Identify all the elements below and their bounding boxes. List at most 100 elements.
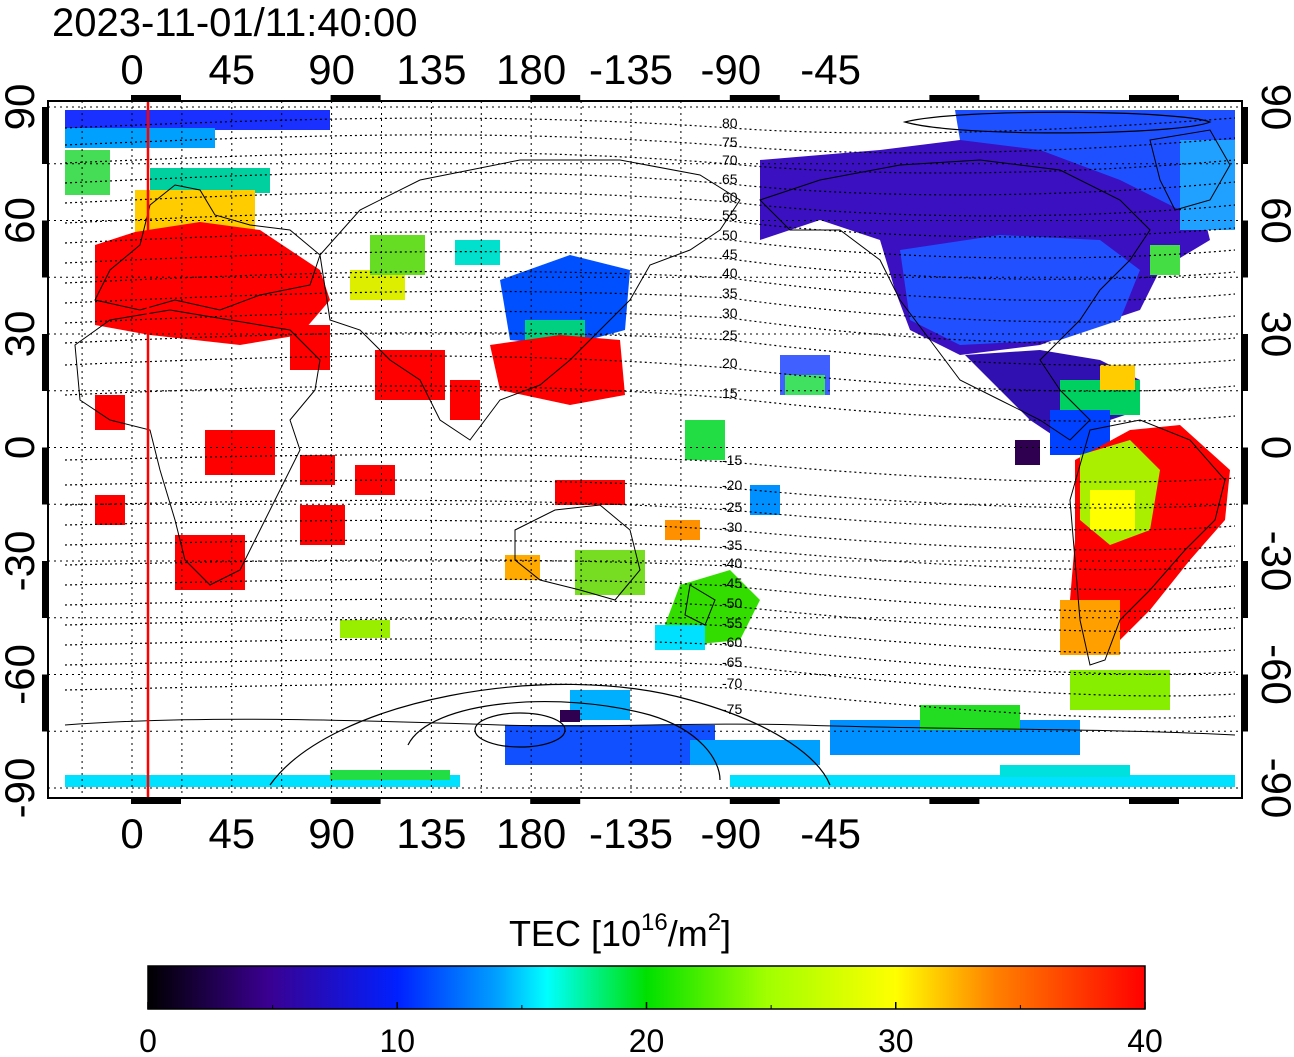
frame-tick-bottom [530,798,581,804]
bottom-lon-label: 90 [308,810,355,857]
left-lat-label: 30 [0,311,43,358]
contour-label: -50 [722,595,742,611]
frame-tick-right [1242,447,1248,505]
colorbar-title-exponent: 16 [641,909,668,936]
coast-europe [94,184,321,311]
contour-label: -20 [722,477,742,493]
tec-patch [150,168,270,193]
contour-label: 55 [722,207,738,223]
left-lat-label: 0 [0,436,43,459]
left-lat-label: 90 [0,84,43,131]
bottom-lon-label: 135 [396,810,466,857]
frame-tick-bottom [330,798,381,804]
tec-patch [785,375,825,395]
colorbar-title-main: TEC [10 [509,913,641,954]
bottom-lon-label: -45 [800,810,861,857]
frame-tick-top [729,95,780,101]
tec-patch [730,775,1235,787]
frame-tick-top [929,95,980,101]
tec-patch [205,430,275,475]
tec-patch [920,705,1020,730]
contour-label: 60 [722,189,738,205]
colorbar-tick-label: 40 [1127,1023,1163,1057]
frame-tick-right [1242,674,1248,732]
contour-label: -65 [722,654,742,670]
contour-label: 45 [722,246,738,262]
bottom-lon-label: 0 [120,810,143,857]
tec-patch [1180,140,1235,230]
contour-labels: 80 75 70 65 60 55 50 45 40 35 30 25 20 15 -15 -20 -25 -30… [722,115,742,717]
right-lat-label: -60 [1253,644,1294,705]
frame-tick-bottom [131,798,181,804]
contour-label: 65 [722,171,738,187]
contour-label: 80 [722,115,738,131]
top-lon-label: 45 [208,46,255,93]
bottom-lon-label: 45 [208,810,255,857]
top-lon-label: -45 [800,46,861,93]
tec-patch [340,620,390,638]
contour-label: 75 [722,134,738,150]
coast-antarctica [64,718,1236,736]
contour-label: -35 [722,537,742,553]
contour-label: -55 [722,615,742,631]
tec-patch [300,505,345,545]
frame-tick-bottom [1129,798,1179,804]
contour-label: 25 [722,327,738,343]
tec-patch [1150,245,1180,275]
top-lon-label: 0 [120,46,143,93]
contour-label: -60 [722,634,742,650]
polar-contours [269,111,1212,786]
colorbar: TEC [1016/m2] 0 10 20 30 40 [139,909,1163,1057]
tec-patch [685,420,725,460]
tec-patch-usa [900,235,1140,345]
frame-tick-right [1242,334,1248,391]
colorbar-tick-label: 20 [629,1023,665,1057]
colorbar-gradient [147,965,1146,1010]
axis-labels: 0 45 90 135 180 -135 -90 -450 45 90 135 180 -135 -90-… [0,46,1294,857]
top-lon-label: 180 [496,46,566,93]
contour-label: -75 [722,701,742,717]
right-lat-label: -30 [1253,531,1294,592]
right-lat-label: 0 [1253,436,1294,459]
right-lat-label: 30 [1253,311,1294,358]
tec-patch [95,495,125,525]
tec-patch [300,455,335,485]
frame-tick-top [1129,95,1179,101]
tec-patch [65,150,110,195]
coast-north-america [759,159,1151,441]
bottom-lon-label: -90 [700,810,761,857]
contour-label: 40 [722,265,738,281]
tec-patch [655,625,705,650]
tec-patch-arctic-canada [955,110,1235,230]
frame-tick-bottom [929,798,980,804]
contour-label: -70 [722,675,742,691]
tec-patch [560,710,580,722]
colorbar-title: TEC [1016/m2] [509,909,731,954]
contour-label: 30 [722,305,738,321]
bottom-lon-label: -135 [589,810,673,857]
contour-label: -30 [722,519,742,535]
frame-tick-left [42,220,48,278]
tec-patch [1000,765,1130,777]
frame-tick-top [330,95,381,101]
coast-asia [319,159,741,441]
contour-label: -45 [722,575,742,591]
left-lat-label: -30 [0,531,43,592]
tec-patch [65,128,215,148]
contour-label: 20 [722,355,738,371]
coast-australia [514,504,641,601]
top-lon-label: -135 [589,46,673,93]
tec-patch [95,395,125,430]
tec-patch [1100,365,1135,390]
coastlines [64,129,1236,736]
frame-tick-left [42,447,48,505]
graticule [48,101,1242,798]
tec-patch [1070,670,1170,710]
tec-patch [690,740,820,765]
colorbar-title-unit: /m [668,913,708,954]
colorbar-tick-label: 30 [878,1023,914,1057]
colorbar-title-unit-exponent: 2 [708,909,721,936]
frame-tick-left [42,674,48,732]
contour-label: -15 [722,452,742,468]
